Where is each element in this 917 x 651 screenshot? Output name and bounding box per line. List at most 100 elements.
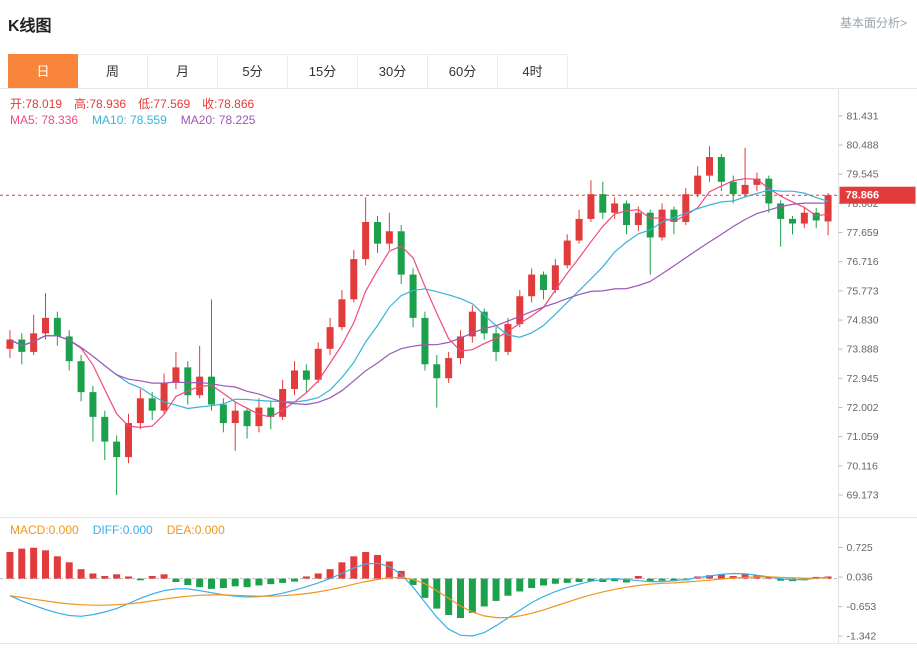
candle-body-up — [291, 370, 298, 390]
candle-body-down — [540, 274, 547, 291]
candle-body-down — [433, 364, 441, 379]
fundamental-analysis-link[interactable]: 基本面分析> — [839, 16, 907, 30]
svg-text:73.888: 73.888 — [847, 344, 879, 356]
candle-body-down — [302, 370, 310, 380]
candle-body-up — [824, 195, 832, 222]
macd-bar-up — [160, 574, 168, 579]
candle-body-up — [42, 317, 49, 334]
period-tabbar: 日 周 月 5分 15分 30分 60分 4时 — [0, 54, 917, 89]
macd-bar-up — [374, 555, 381, 579]
candle-body-down — [812, 212, 820, 221]
candle-body-down — [267, 407, 275, 417]
candle-body-up — [136, 398, 144, 424]
svg-text:72.002: 72.002 — [847, 402, 879, 414]
candle-body-down — [492, 333, 500, 352]
candle-body-up — [6, 339, 14, 349]
svg-text:79.545: 79.545 — [847, 169, 879, 181]
tab-period-week[interactable]: 周 — [78, 54, 148, 88]
macd-chart[interactable]: 0.725 0.036 -0.653 -1.342 — [0, 518, 917, 644]
macd-bar-down — [540, 578, 547, 586]
candle-body-down — [77, 361, 85, 393]
macd-bar-up — [101, 576, 109, 579]
ma20-line — [9, 202, 829, 406]
macd-bar-down — [623, 578, 630, 583]
candle-body-down — [765, 178, 773, 204]
macd-bar-up — [741, 573, 749, 579]
candle-body-up — [551, 265, 559, 291]
candle-body-up — [611, 203, 619, 213]
macd-bar-down — [219, 578, 227, 589]
candle-body-down — [717, 157, 725, 182]
candle-body-up — [445, 358, 453, 379]
candle-body-up — [125, 423, 132, 458]
current-price-tag-label: 78.866 — [846, 190, 880, 202]
macd-bar-down — [208, 578, 215, 589]
macd-bar-down — [658, 578, 666, 581]
macd-panel: 0.725 0.036 -0.653 -1.342 MACD:0.000 DIFF:0.… — [0, 518, 917, 644]
macd-bar-up — [634, 576, 642, 579]
tab-period-4hour[interactable]: 4时 — [498, 54, 568, 88]
tab-period-60min[interactable]: 60分 — [428, 54, 498, 88]
macd-bar-down — [551, 578, 559, 584]
macd-bar-down — [136, 578, 144, 581]
candle-body-down — [89, 392, 97, 417]
main-chart-panel: 81.431 80.488 79.545 78.602 77.659 76.716 75.7… — [0, 89, 917, 518]
macd-bar-down — [504, 578, 512, 596]
candle-body-down — [219, 404, 227, 424]
macd-bar-up — [77, 569, 85, 579]
macd-bar-up — [148, 576, 156, 579]
tab-period-30min[interactable]: 30分 — [358, 54, 428, 88]
macd-bar-down — [480, 578, 488, 607]
candle-body-up — [457, 336, 464, 359]
candle-body-down — [623, 203, 630, 226]
tab-period-5min[interactable]: 5分 — [218, 54, 288, 88]
ma10-line — [9, 189, 829, 410]
candle-body-up — [800, 212, 808, 224]
diff-line — [9, 562, 829, 637]
svg-text:75.773: 75.773 — [847, 285, 879, 297]
macd-bar-down — [291, 578, 298, 582]
macd-bar-down — [196, 578, 204, 588]
svg-text:-1.342: -1.342 — [847, 631, 877, 643]
macd-bar-up — [314, 573, 322, 579]
macd-bar-up — [362, 552, 370, 579]
macd-bar-down — [587, 578, 595, 582]
candle-body-up — [753, 178, 761, 185]
macd-bar-up — [302, 576, 310, 579]
candle-body-up — [172, 367, 180, 383]
candles-group — [6, 146, 832, 496]
svg-text:-0.653: -0.653 — [847, 601, 877, 613]
macd-bar-up — [42, 550, 49, 579]
candle-body-down — [65, 336, 73, 362]
tab-period-day[interactable]: 日 — [8, 54, 78, 88]
page-title: K线图 — [8, 18, 52, 35]
macd-bar-up — [125, 576, 132, 579]
candle-body-up — [279, 389, 287, 417]
macd-bar-up — [6, 552, 14, 579]
candle-body-up — [682, 194, 690, 222]
macd-bar-up — [18, 548, 26, 579]
macd-bar-up — [326, 569, 334, 579]
macd-bar-up — [113, 574, 121, 579]
tab-period-month[interactable]: 月 — [148, 54, 218, 88]
tab-period-15min[interactable]: 15分 — [288, 54, 358, 88]
svg-text:76.716: 76.716 — [847, 256, 879, 268]
candle-body-down — [421, 317, 429, 365]
svg-text:74.830: 74.830 — [847, 315, 879, 327]
candle-body-down — [777, 203, 785, 219]
svg-text:80.488: 80.488 — [847, 140, 879, 152]
macd-bar-down — [184, 578, 192, 586]
candle-body-up — [160, 382, 168, 411]
candle-body-up — [30, 333, 38, 352]
macd-bar-down — [231, 578, 239, 587]
candle-body-down — [148, 398, 156, 411]
candle-body-down — [409, 274, 417, 318]
svg-text:77.659: 77.659 — [847, 227, 879, 239]
macd-bar-up — [717, 574, 725, 579]
macd-bar-down — [563, 578, 571, 583]
svg-text:71.059: 71.059 — [847, 431, 879, 443]
candle-body-down — [789, 218, 796, 224]
candle-body-up — [504, 324, 512, 352]
candlestick-chart[interactable]: 81.43180.48879.54578.60277.65976.71675.7… — [0, 89, 917, 518]
macd-bar-up — [30, 547, 38, 579]
